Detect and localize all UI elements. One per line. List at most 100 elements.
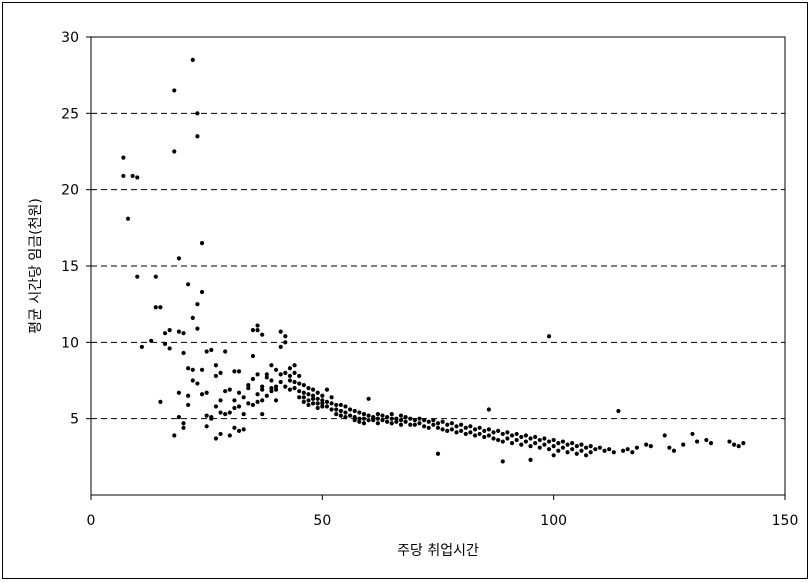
data-point: [574, 444, 579, 449]
data-point: [468, 430, 473, 435]
data-point: [694, 439, 700, 444]
data-point: [310, 393, 316, 398]
data-point: [306, 398, 311, 403]
data-point: [306, 386, 311, 391]
data-point: [162, 331, 168, 336]
data-point: [260, 398, 265, 403]
data-point: [209, 416, 214, 421]
data-point: [241, 395, 246, 400]
data-point: [472, 427, 478, 432]
data-point: [579, 442, 584, 447]
data-point: [204, 349, 209, 354]
data-point: [176, 329, 182, 334]
data-point: [241, 427, 246, 432]
data-point: [287, 366, 293, 371]
data-point: [514, 431, 519, 437]
data-point: [634, 445, 640, 450]
data-point: [357, 416, 362, 421]
data-point: [537, 437, 542, 443]
data-point: [213, 404, 219, 409]
data-point: [190, 367, 195, 372]
data-point: [472, 433, 478, 438]
data-point: [551, 453, 556, 458]
data-point: [681, 442, 686, 447]
data-point: [408, 416, 413, 421]
data-point: [301, 390, 306, 395]
data-point: [139, 344, 144, 350]
data-point: [477, 425, 482, 430]
data-point: [366, 418, 371, 423]
data-point: [727, 439, 732, 444]
data-point: [440, 419, 445, 424]
data-point: [236, 390, 242, 395]
data-point: [644, 442, 649, 447]
data-point: [186, 402, 191, 408]
data-point: [519, 442, 524, 447]
data-point: [287, 387, 293, 392]
data-point: [361, 411, 367, 417]
data-point: [583, 453, 589, 458]
data-point: [565, 450, 570, 455]
data-point: [153, 305, 158, 310]
y-tick-label: 25: [61, 106, 79, 122]
data-point: [509, 440, 515, 446]
data-point: [648, 444, 653, 449]
data-point: [375, 416, 380, 421]
data-point: [227, 433, 232, 438]
data-point: [297, 389, 302, 394]
data-point: [560, 445, 566, 450]
data-point: [468, 424, 473, 429]
data-point: [264, 372, 269, 377]
data-point: [260, 332, 265, 337]
data-point: [273, 387, 279, 392]
data-point: [186, 282, 191, 287]
data-point: [204, 390, 209, 395]
data-point: [385, 419, 390, 424]
data-point: [736, 444, 741, 449]
data-point: [278, 344, 283, 350]
data-point: [486, 407, 491, 412]
data-point: [236, 404, 242, 409]
data-point: [667, 445, 672, 450]
data-point: [556, 440, 561, 446]
data-point: [269, 378, 274, 383]
data-point: [570, 447, 575, 452]
data-point: [283, 370, 288, 375]
data-point: [213, 436, 219, 441]
data-point: [440, 427, 445, 432]
data-point: [357, 419, 362, 424]
data-point: [287, 373, 293, 379]
data-point: [260, 387, 265, 392]
data-point: [227, 410, 232, 415]
data-point: [158, 399, 163, 404]
data-point: [250, 353, 256, 359]
data-point: [380, 418, 385, 423]
data-point: [389, 411, 394, 417]
data-point: [352, 418, 357, 423]
data-point: [334, 407, 339, 412]
data-point: [121, 155, 126, 160]
data-point: [347, 413, 353, 418]
data-point: [459, 422, 464, 427]
data-point: [435, 425, 441, 430]
data-point: [283, 334, 288, 339]
data-point: [454, 430, 459, 435]
data-point: [329, 407, 334, 412]
data-point: [250, 328, 256, 333]
data-point: [394, 416, 399, 421]
data-point: [519, 434, 524, 440]
data-point: [320, 393, 325, 398]
data-point: [505, 436, 510, 441]
data-point: [297, 395, 302, 400]
data-point: [310, 396, 316, 401]
data-point: [408, 422, 413, 427]
data-point: [375, 421, 380, 426]
data-point: [546, 447, 552, 452]
data-point: [283, 340, 288, 345]
data-point: [347, 407, 353, 412]
data-point: [315, 405, 320, 411]
y-tick-label: 15: [61, 259, 79, 275]
data-point: [315, 390, 320, 395]
data-point: [273, 384, 279, 389]
data-point: [236, 428, 242, 433]
